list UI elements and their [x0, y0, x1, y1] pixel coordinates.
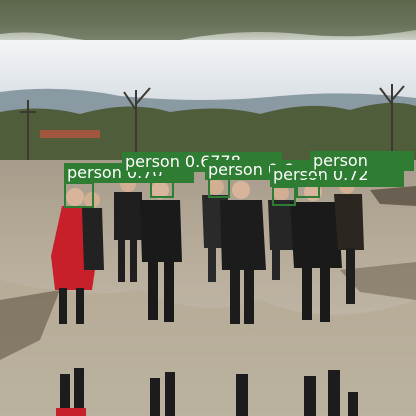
- treeline: [0, 102, 416, 162]
- detection-box: [272, 186, 296, 206]
- reflection-legs: [60, 368, 358, 416]
- detection-box: [150, 176, 174, 198]
- detection-box: [64, 182, 94, 208]
- detection-label: person: [310, 151, 414, 171]
- detection-box: [296, 176, 320, 198]
